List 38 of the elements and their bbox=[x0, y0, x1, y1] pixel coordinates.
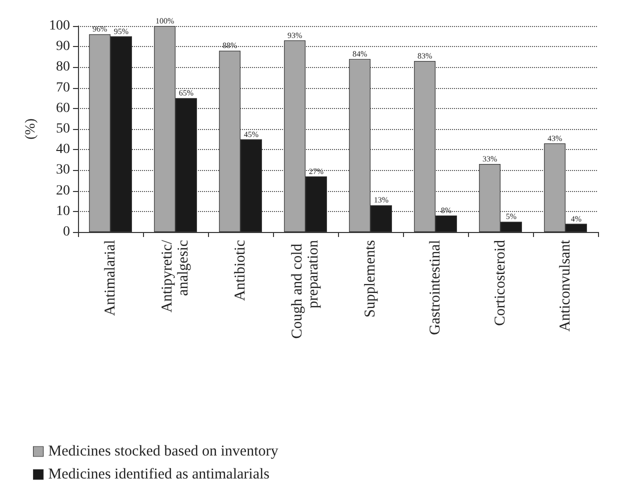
y-tick-label: 20 bbox=[56, 183, 70, 198]
data-label: 100% bbox=[155, 16, 174, 26]
data-label: 84% bbox=[352, 49, 368, 58]
x-tick-label: Antibiotic bbox=[232, 240, 248, 301]
data-label: 8% bbox=[440, 206, 452, 216]
data-label: 93% bbox=[287, 30, 302, 40]
data-label: 43% bbox=[547, 134, 562, 143]
x-tick-label: Corticosteroid bbox=[492, 240, 508, 326]
data-label: 13% bbox=[374, 196, 389, 205]
legend-label: Medicines identified as antimalarials bbox=[48, 466, 270, 482]
y-tick-label: 100 bbox=[49, 18, 70, 34]
y-tick-label: 80 bbox=[56, 60, 70, 75]
x-tick-label: Cough and cold preparation bbox=[290, 240, 322, 339]
data-label: 83% bbox=[417, 52, 432, 61]
y-tick-label: 70 bbox=[56, 80, 70, 96]
legend-label: Medicines stocked based on inventory bbox=[48, 444, 279, 460]
x-tick-label: Gastrointestinal bbox=[428, 240, 444, 335]
y-tick-label: 0 bbox=[63, 224, 70, 240]
data-label: 27% bbox=[308, 166, 324, 176]
data-label: 88% bbox=[222, 41, 238, 50]
x-tick-label: Anticonvulsant bbox=[558, 239, 574, 332]
data-label: 4% bbox=[570, 214, 582, 224]
x-tick-label: Antimalarial bbox=[102, 240, 118, 316]
x-tick-label: Supplements bbox=[362, 240, 378, 318]
y-axis-title: (%) bbox=[24, 118, 38, 140]
x-tick-label: Antipyretic/analgesic bbox=[160, 239, 192, 312]
data-label: 33% bbox=[482, 154, 498, 164]
data-label: 96% bbox=[92, 24, 108, 34]
y-tick-label: 90 bbox=[56, 39, 70, 54]
y-tick-label: 10 bbox=[56, 204, 70, 219]
y-tick-label: 40 bbox=[56, 142, 70, 158]
y-tick-label: 30 bbox=[56, 162, 70, 178]
y-tick-label: 50 bbox=[56, 122, 70, 136]
y-tick-label: 60 bbox=[56, 100, 70, 116]
data-label: 5% bbox=[506, 212, 517, 222]
data-label: 45% bbox=[244, 130, 259, 139]
data-label: 65% bbox=[178, 88, 194, 98]
data-label: 95% bbox=[114, 26, 129, 36]
